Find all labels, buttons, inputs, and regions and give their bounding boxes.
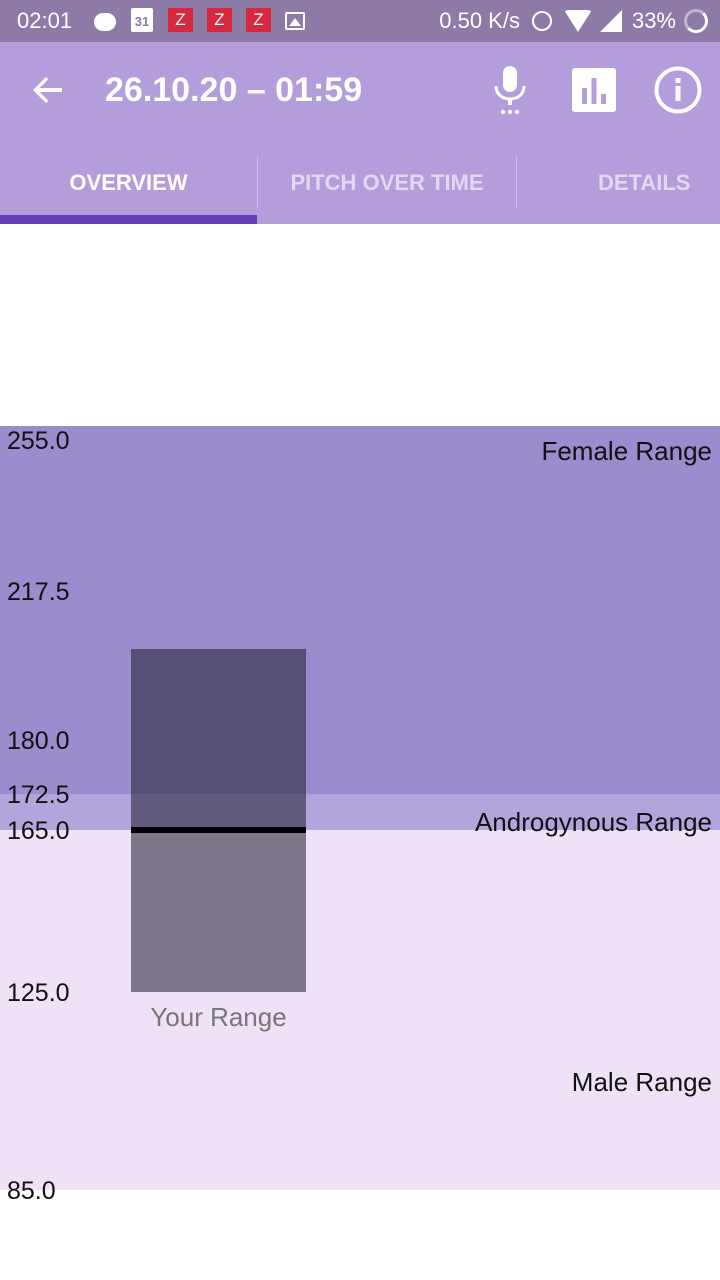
battery-icon: [684, 9, 708, 33]
image-icon: [285, 11, 305, 30]
record-button[interactable]: [484, 64, 536, 116]
info-icon: [654, 66, 702, 114]
tab-divider: [516, 156, 517, 208]
tab-divider: [257, 156, 258, 208]
your-range-label: Your Range: [150, 1002, 287, 1032]
statistics-button[interactable]: [568, 64, 620, 116]
back-button[interactable]: [24, 66, 72, 114]
y-tick-label: 255.0: [7, 427, 70, 455]
page-title: 26.10.20 – 01:59: [105, 71, 363, 109]
female-range-band: [0, 426, 720, 794]
y-tick-label: 180.0: [7, 727, 70, 755]
tab-pitch-over-time[interactable]: PITCH OVER TIME: [290, 170, 484, 195]
pitch-range-chart: Female Range Androgynous Range Male Rang…: [0, 224, 720, 1280]
tab-overview[interactable]: OVERVIEW: [69, 170, 188, 195]
median-pitch-line: [131, 827, 306, 833]
signal-icon: [599, 10, 622, 32]
y-tick-label: 217.5: [7, 578, 70, 606]
system-icons: 0.50 K/s 33%: [439, 8, 708, 34]
status-time: 02:01: [17, 8, 73, 33]
y-tick-label: 165.0: [7, 817, 70, 845]
battery-percent: 33%: [631, 8, 676, 33]
tab-bar: OVERVIEW PITCH OVER TIME DETAILS: [0, 152, 720, 224]
male-range-label: Male Range: [571, 1067, 712, 1097]
info-button[interactable]: [652, 64, 704, 116]
message-icon: [94, 12, 116, 31]
calendar-icon: 31: [131, 8, 153, 32]
tab-indicator: [0, 215, 257, 224]
app-bar: 26.10.20 – 01:59 OVERVIEW PITCH OVER TIM…: [0, 42, 720, 224]
wifi-icon: [563, 10, 592, 32]
your-range-bar: [131, 648, 306, 992]
network-speed: 0.50 K/s: [439, 8, 520, 33]
androgynous-range-band: [0, 794, 720, 830]
y-tick-label: 125.0: [7, 979, 70, 1007]
arrow-left-icon: [33, 77, 62, 103]
female-range-label: Female Range: [541, 436, 712, 466]
microphone-icon: [494, 66, 526, 115]
alarm-icon: [531, 11, 552, 31]
app-z-icon: Z: [246, 8, 271, 32]
app-z-icon: Z: [168, 8, 193, 32]
bar-chart-icon: [572, 68, 616, 112]
app-z-icon: Z: [207, 8, 232, 32]
status-bar: 02:01 31 Z Z Z 0.50 K/s 33%: [0, 0, 720, 42]
tab-details[interactable]: DETAILS: [598, 170, 691, 195]
male-range-band: [0, 830, 720, 1190]
y-tick-label: 85.0: [7, 1177, 56, 1205]
androgynous-range-label: Androgynous Range: [474, 807, 712, 837]
notification-icons: 31 Z Z Z: [94, 8, 320, 32]
y-tick-label: 172.5: [7, 781, 70, 809]
